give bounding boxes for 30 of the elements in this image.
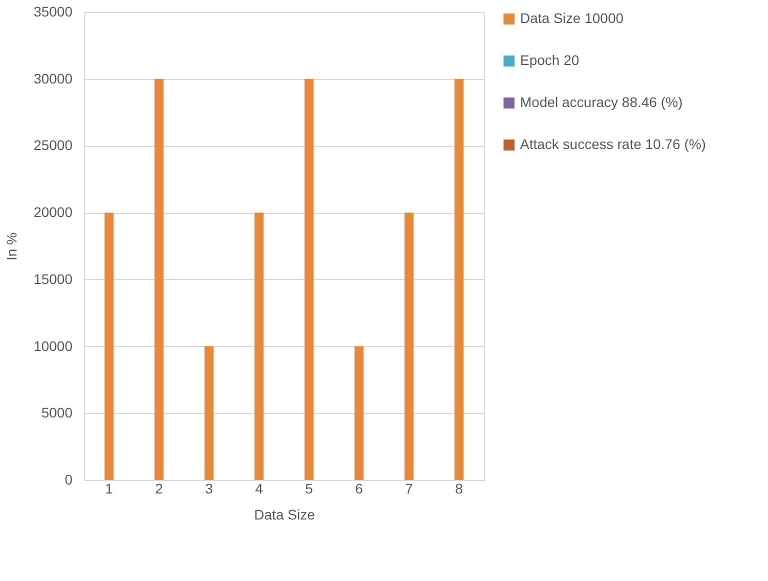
x-tick-label: 5 (305, 480, 314, 496)
bar (404, 212, 414, 480)
bar (154, 78, 164, 480)
y-tick-label: 20000 (34, 204, 73, 220)
y-tick-label: 5000 (41, 404, 73, 421)
bar (454, 78, 464, 480)
y-tick-label: 30000 (34, 70, 73, 86)
x-tick-label: 2 (155, 480, 164, 496)
y-tick-label: 35000 (34, 4, 73, 20)
bar (254, 212, 264, 480)
y-axis-title: In % (4, 232, 20, 261)
legend-label: Attack success rate 10.76 (%) (520, 136, 706, 152)
bar (354, 346, 364, 480)
y-tick-label: 10000 (34, 338, 73, 354)
x-tick-label: 7 (405, 480, 414, 496)
bar (204, 346, 214, 480)
legend-label: Epoch 20 (520, 52, 580, 68)
bar (304, 78, 314, 480)
x-tick-label: 6 (355, 480, 364, 496)
x-tick-label: 4 (255, 480, 264, 496)
x-axis-title: Data Size (254, 506, 316, 522)
legend-label: Model accuracy 88.46 (%) (520, 94, 683, 110)
y-tick-label: 25000 (34, 137, 73, 154)
x-tick-label: 3 (205, 480, 214, 496)
bar (104, 212, 114, 480)
x-tick-label: 1 (105, 480, 114, 496)
x-tick-label: 8 (455, 480, 464, 496)
legend-label: Data Size 10000 (520, 10, 624, 26)
y-tick-label: 0 (64, 472, 73, 488)
y-tick-label: 15000 (34, 270, 73, 287)
